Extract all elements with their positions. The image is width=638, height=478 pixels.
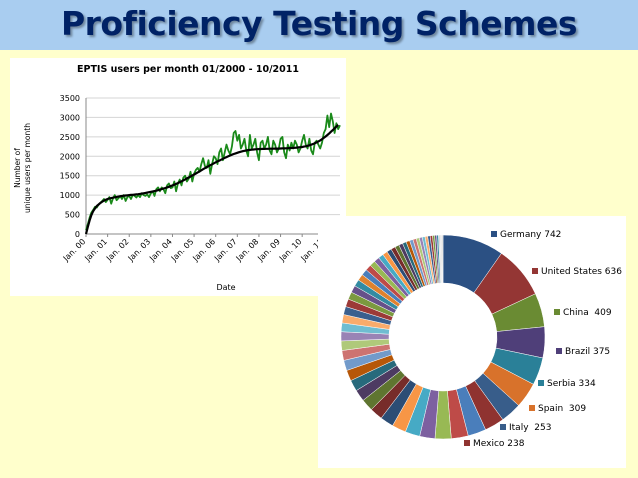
line-chart-panel: EPTIS users per month 01/2000 - 10/2011 … bbox=[10, 58, 346, 296]
y-tick-label: 1500 bbox=[60, 172, 80, 181]
legend-swatch bbox=[529, 405, 535, 411]
donut-legend: Germany 742 United States 636 China 409 Bra… bbox=[464, 230, 622, 449]
legend-label: Italy 253 bbox=[509, 423, 551, 433]
x-tick-label: Jan. 03 bbox=[126, 237, 153, 264]
y-tick-label: 2000 bbox=[60, 152, 80, 161]
x-tick-label: Jan. 10 bbox=[277, 237, 304, 264]
x-axis-label: Date bbox=[216, 283, 235, 292]
line-chart: EPTIS users per month 01/2000 - 10/2011 … bbox=[13, 64, 341, 292]
legend-swatch bbox=[532, 268, 538, 274]
y-tick-labels: 0 500 1000 1500 2000 2500 3000 3500 bbox=[60, 94, 80, 239]
legend-label: United States 636 bbox=[541, 267, 622, 277]
y-tick-label: 500 bbox=[65, 211, 80, 220]
x-tick-label: Jan. 00 bbox=[61, 237, 88, 264]
x-tick-label: Jan. 04 bbox=[147, 237, 174, 264]
legend-label: Spain 309 bbox=[538, 404, 586, 414]
legend-swatch bbox=[538, 380, 544, 386]
monthly-users-line bbox=[85, 112, 341, 231]
x-tick-label: Jan. 01 bbox=[82, 237, 109, 264]
y-tick-label: 3500 bbox=[60, 94, 80, 103]
donut-slice-other bbox=[441, 234, 444, 284]
y-tick-label: 2500 bbox=[60, 133, 80, 142]
y-tick-label: 1000 bbox=[60, 191, 80, 200]
donut-chart-panel: Germany 742 United States 636 China 409 Bra… bbox=[318, 216, 626, 468]
legend-label: Brazil 375 bbox=[565, 347, 610, 357]
x-tick-label: Jan. 06 bbox=[191, 237, 218, 264]
series-lines bbox=[84, 112, 341, 235]
y-tick-label: 0 bbox=[75, 230, 80, 239]
x-tick-label: Jan. 09 bbox=[255, 237, 282, 264]
slide-title: Proficiency Testing Schemes bbox=[60, 4, 578, 43]
trend-line bbox=[84, 124, 339, 235]
y-axis-label-line-2: unique users per month bbox=[23, 123, 32, 213]
legend-label: China 409 bbox=[563, 308, 612, 318]
legend-swatch bbox=[556, 348, 562, 354]
gridlines bbox=[85, 97, 340, 235]
donut-chart: Germany 742 United States 636 China 409 Bra… bbox=[340, 230, 622, 449]
legend-swatch bbox=[500, 424, 506, 430]
legend-label: Mexico 238 bbox=[473, 439, 525, 449]
title-bar bbox=[0, 0, 638, 50]
legend-label: Germany 742 bbox=[500, 230, 561, 240]
legend-swatch bbox=[464, 440, 470, 446]
x-tick-label: Jan. 07 bbox=[212, 237, 239, 264]
legend-swatch bbox=[554, 309, 560, 315]
y-tick-label: 3000 bbox=[60, 113, 80, 122]
line-chart-title: EPTIS users per month 01/2000 - 10/2011 bbox=[77, 64, 299, 75]
y-axis-label: Number of unique users per month bbox=[13, 123, 32, 213]
donut-slices bbox=[340, 234, 546, 440]
y-axis-label-line-1: Number of bbox=[13, 148, 22, 188]
x-tick-label: Jan. 05 bbox=[169, 237, 196, 264]
legend-label: Serbia 334 bbox=[547, 379, 596, 389]
legend-swatch bbox=[491, 231, 497, 237]
x-tick-label: Jan. 08 bbox=[234, 237, 261, 264]
x-tick-label: Jan. 02 bbox=[104, 237, 131, 264]
